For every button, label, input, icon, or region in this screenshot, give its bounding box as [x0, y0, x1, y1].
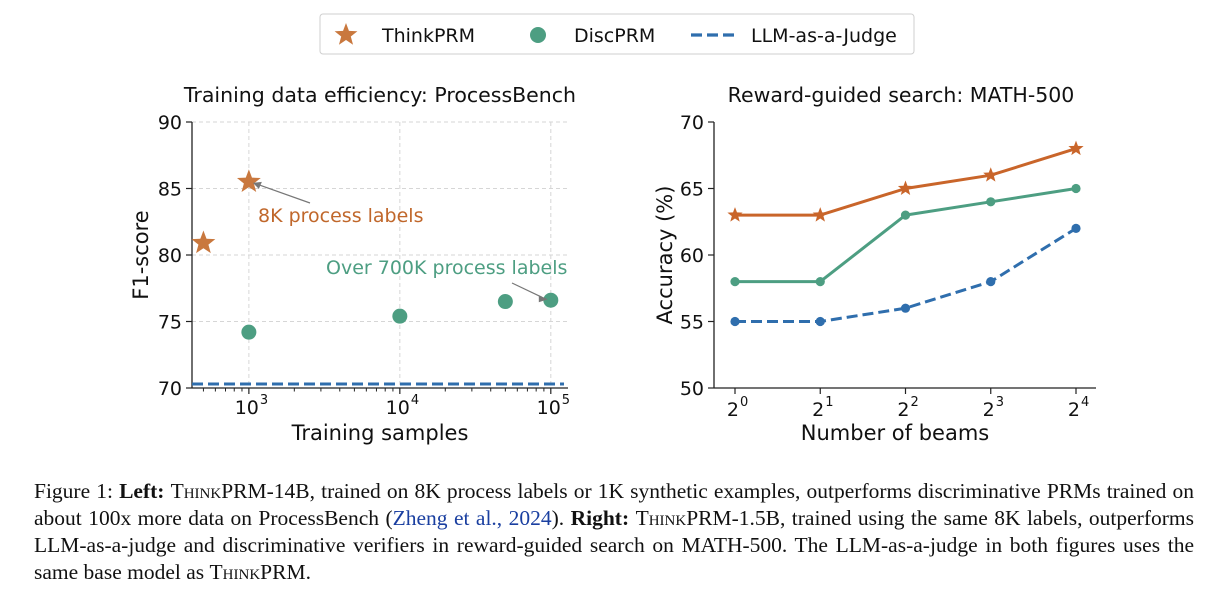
- y-tick-label: 65: [680, 179, 704, 201]
- x-tick-label-base: 10: [537, 397, 561, 419]
- judge-point: [815, 316, 825, 327]
- caption-text-end: .: [305, 560, 311, 584]
- x-tick-label-base: 2: [812, 399, 824, 421]
- caption-model-right: ThinkPRM: [635, 506, 732, 530]
- legend: ThinkPRM DiscPRM LLM-as-a-Judge: [319, 13, 915, 55]
- discprm-point: [986, 197, 996, 207]
- chart-title: Training data efficiency: ProcessBench: [183, 83, 576, 107]
- figure-caption: Figure 1: Left: ThinkPRM-14B, trained on…: [34, 478, 1194, 586]
- thinkprm-point: [983, 167, 999, 182]
- annotation-arrow: [511, 282, 543, 298]
- legend-label: LLM-as-a-Judge: [751, 25, 897, 47]
- x-tick-label-base: 2: [983, 399, 995, 421]
- chart-title: Reward-guided search: MATH-500: [728, 83, 1075, 107]
- x-tick-label-exp: 3: [996, 395, 1004, 410]
- discprm-series-line: [735, 187, 1077, 284]
- chart-reward-guided-search: Reward-guided search: MATH-500 50 55 60 65 70…: [653, 83, 1096, 445]
- y-tick-label: 55: [680, 312, 704, 334]
- annotation-thinkprm: 8K process labels: [258, 205, 424, 227]
- figure: ThinkPRM DiscPRM LLM-as-a-Judge Training d…: [129, 13, 1096, 445]
- caption-text-3: -1.5B, trained using the same 8K labels,…: [34, 506, 1194, 584]
- x-tick-label-exp: 5: [562, 393, 570, 408]
- thinkprm-point: [1068, 140, 1084, 156]
- judge-point: [986, 277, 996, 287]
- x-axis-label: Number of beams: [801, 421, 989, 445]
- discprm-point: [497, 294, 513, 310]
- judge-point: [730, 316, 740, 327]
- y-axis-label: F1-score: [129, 210, 153, 299]
- chart-training-efficiency: Training data efficiency: ProcessBench 70…: [129, 83, 576, 445]
- y-tick-label: 80: [158, 245, 182, 267]
- x-tick-label-exp: 4: [1081, 395, 1089, 410]
- legend-label: ThinkPRM: [381, 25, 475, 47]
- legend-star-icon: [334, 23, 358, 45]
- thinkprm-point: [812, 207, 828, 222]
- annotation-arrowhead: [538, 295, 548, 303]
- x-tick-label: 10 5: [537, 393, 570, 419]
- judge-series-line: [735, 227, 1077, 323]
- x-tick-label-base: 10: [235, 397, 259, 419]
- thinkprm-point: [236, 169, 261, 192]
- discprm-point: [241, 324, 257, 340]
- thinkprm-point: [191, 230, 216, 254]
- y-tick-label: 70: [158, 378, 182, 400]
- y-tick-label: 70: [680, 112, 704, 134]
- annotation-arrowhead: [252, 181, 262, 189]
- discprm-point: [815, 277, 825, 287]
- x-tick-label-exp: 4: [411, 393, 419, 408]
- y-tick-label: 50: [680, 378, 704, 400]
- annotation-discprm: Over 700K process labels: [326, 257, 567, 279]
- caption-right-heading: Right:: [570, 506, 630, 530]
- x-tick-label-base: 2: [897, 399, 909, 421]
- caption-text-2: ).: [551, 506, 565, 530]
- x-tick-label-exp: 0: [740, 395, 748, 410]
- caption-label: Figure 1:: [34, 479, 113, 503]
- caption-citation-link[interactable]: Zheng et al., 2024: [392, 506, 552, 530]
- thinkprm-point: [897, 180, 914, 195]
- caption-model-left: ThinkPRM: [170, 479, 267, 503]
- y-tick-label: 90: [158, 112, 182, 134]
- caption-left-heading: Left:: [119, 479, 165, 503]
- legend-circle-icon: [530, 27, 546, 43]
- x-tick-label-exp: 1: [825, 395, 833, 410]
- x-tick-label-base: 10: [386, 397, 410, 419]
- x-tick-label-base: 2: [727, 399, 739, 421]
- discprm-point: [900, 210, 911, 220]
- y-axis-label: Accuracy (%): [653, 186, 677, 325]
- judge-point: [1071, 223, 1081, 233]
- discprm-point: [392, 308, 408, 324]
- x-tick-label-exp: 2: [911, 395, 919, 410]
- x-tick-label: 10 4: [386, 393, 419, 419]
- y-tick-label: 85: [158, 179, 182, 201]
- y-tick-label: 60: [680, 245, 704, 267]
- x-axis-label: Training samples: [291, 421, 469, 445]
- caption-text-1: -14B, trained on 8K process labels or 1K…: [34, 479, 1195, 530]
- x-tick-label-base: 2: [1068, 399, 1080, 421]
- discprm-point: [730, 277, 740, 287]
- judge-point: [900, 303, 911, 313]
- discprm-point: [1071, 183, 1081, 194]
- y-tick-label: 75: [158, 312, 182, 334]
- x-tick-label-exp: 3: [260, 393, 268, 408]
- discprm-point: [543, 292, 559, 308]
- legend-frame: [319, 13, 915, 55]
- thinkprm-point: [727, 207, 743, 222]
- x-tick-label: 10 3: [235, 393, 268, 419]
- legend-label: DiscPRM: [574, 25, 655, 47]
- annotation-arrow: [258, 184, 311, 204]
- caption-model-end: ThinkPRM: [209, 560, 306, 584]
